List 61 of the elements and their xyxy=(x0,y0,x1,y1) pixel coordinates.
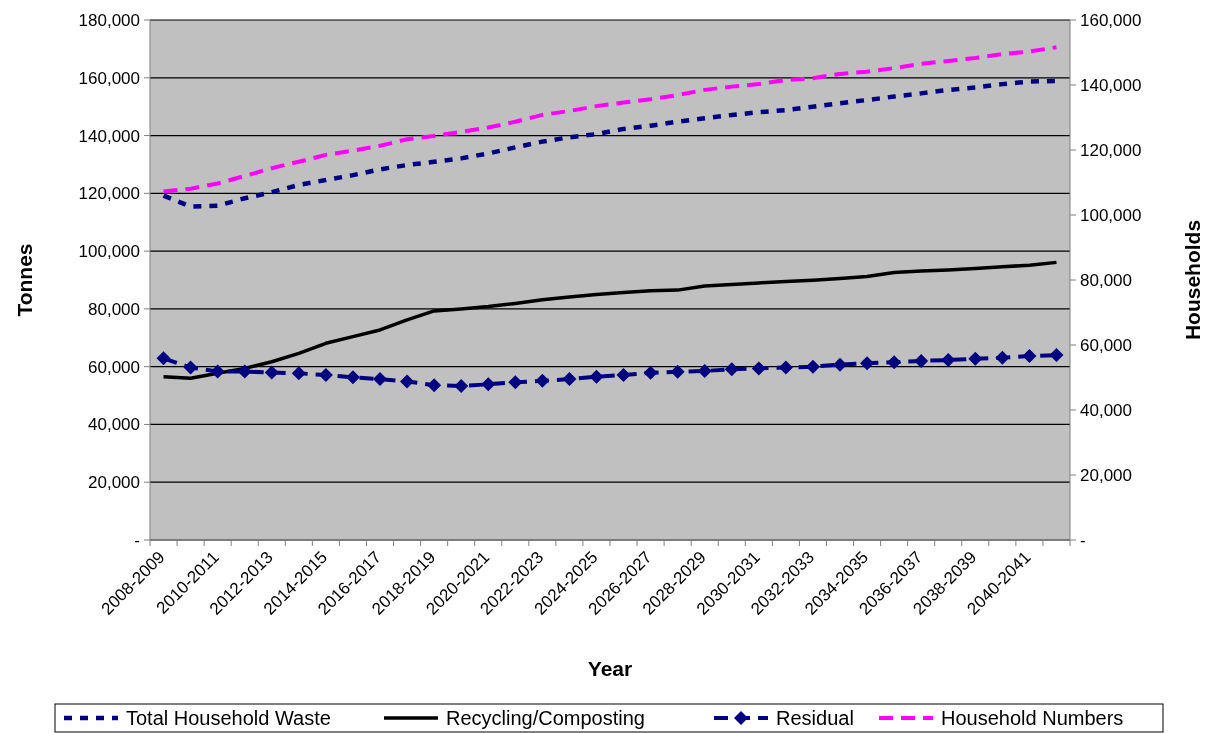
y-tick-label: 60,000 xyxy=(88,357,140,377)
point xyxy=(373,372,387,387)
y-axis-title: Tonnes xyxy=(13,243,36,317)
point xyxy=(805,359,820,374)
y2-tick-label: 40,000 xyxy=(1080,400,1132,420)
point xyxy=(697,364,712,378)
y2-tick-label: 60,000 xyxy=(1080,335,1132,355)
y-tick-label: 180,000 xyxy=(78,10,140,30)
y-tick-label: 20,000 xyxy=(88,473,140,493)
point xyxy=(427,378,442,393)
y2-tick-label: - xyxy=(1080,530,1086,550)
y-tick-label: 80,000 xyxy=(88,299,140,319)
legend-label: Recycling/Composting xyxy=(446,707,645,729)
point xyxy=(914,353,929,368)
point xyxy=(535,373,550,388)
point xyxy=(616,368,631,383)
point xyxy=(670,364,685,379)
point xyxy=(264,365,279,380)
point xyxy=(210,364,225,379)
point xyxy=(589,369,604,384)
point xyxy=(345,370,360,385)
y2-tick-label: 160,000 xyxy=(1080,10,1142,30)
y2-tick-label: 120,000 xyxy=(1080,140,1142,160)
point xyxy=(778,360,793,375)
point xyxy=(237,364,252,379)
point xyxy=(481,377,496,392)
point xyxy=(968,351,983,366)
y-tick-label: - xyxy=(134,530,140,550)
point xyxy=(751,361,766,376)
point xyxy=(724,362,739,377)
y-tick-label: 140,000 xyxy=(78,126,140,146)
legend-label: Residual xyxy=(776,707,854,729)
y2-tick-label: 100,000 xyxy=(1080,205,1142,225)
point xyxy=(183,360,198,375)
point xyxy=(318,368,333,383)
y-tick-label: 120,000 xyxy=(78,184,140,204)
y-tick-label: 160,000 xyxy=(78,68,140,88)
point xyxy=(562,372,577,387)
legend-label: Household Numbers xyxy=(941,707,1124,729)
point xyxy=(291,366,306,381)
point xyxy=(887,355,902,370)
point xyxy=(454,379,469,394)
x-axis-title: Year xyxy=(587,657,633,680)
line-series xyxy=(161,45,1059,194)
point xyxy=(833,357,847,372)
y2-tick-label: 80,000 xyxy=(1080,270,1132,290)
point xyxy=(643,365,658,380)
point xyxy=(1049,348,1064,363)
point xyxy=(995,350,1010,365)
point xyxy=(156,351,171,366)
y2-tick-label: 140,000 xyxy=(1080,75,1142,95)
y2-tick-label: 20,000 xyxy=(1080,465,1132,485)
y-tick-label: 100,000 xyxy=(78,242,140,262)
point xyxy=(941,353,956,368)
point xyxy=(400,374,415,389)
point xyxy=(860,356,875,371)
legend-label: Total Household Waste xyxy=(126,707,331,729)
point xyxy=(1022,348,1037,363)
y-tick-label: 40,000 xyxy=(88,415,140,435)
y2-axis-title: Households xyxy=(1181,219,1204,341)
point xyxy=(508,375,523,390)
